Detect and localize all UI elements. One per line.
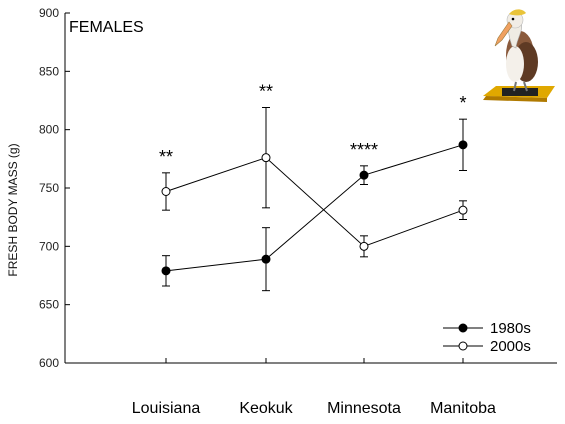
data-point	[161, 266, 171, 276]
significance-marker: **	[259, 82, 273, 102]
y-tick-label: 750	[39, 181, 59, 195]
data-point	[458, 140, 468, 150]
y-axis-label: FRESH BODY MASS (g)	[6, 143, 20, 276]
x-category-label: Manitoba	[430, 400, 496, 417]
y-tick-label: 700	[39, 239, 59, 253]
significance-marker: ****	[350, 140, 378, 160]
y-tick-label: 850	[39, 64, 59, 78]
pelican-illustration	[483, 9, 555, 102]
legend-marker	[458, 323, 468, 333]
data-point	[161, 187, 171, 196]
legend-label: 1980s	[490, 320, 531, 337]
significance-marker: **	[159, 147, 173, 167]
x-category-label: Louisiana	[132, 400, 201, 417]
x-category-label: Keokuk	[239, 400, 293, 417]
data-point	[261, 254, 271, 264]
legend-label: 2000s	[490, 338, 531, 355]
panel-title: FEMALES	[69, 19, 144, 36]
data-point	[458, 205, 468, 215]
significance-marker: *	[459, 93, 466, 113]
series-line-1980s	[165, 144, 464, 272]
y-tick-label: 600	[39, 356, 59, 370]
data-point	[359, 170, 369, 180]
y-tick-label: 650	[39, 298, 59, 312]
y-tick-label: 900	[39, 6, 59, 20]
series-line-2000s	[165, 157, 464, 247]
axes: 600 650 700 750 800 850 900 Louisiana Keokuk Minn…	[39, 6, 557, 417]
data-point	[261, 153, 271, 163]
legend-marker	[458, 341, 468, 351]
data-point	[359, 241, 369, 251]
x-category-label: Minnesota	[327, 400, 401, 417]
y-tick-label: 800	[39, 123, 59, 137]
